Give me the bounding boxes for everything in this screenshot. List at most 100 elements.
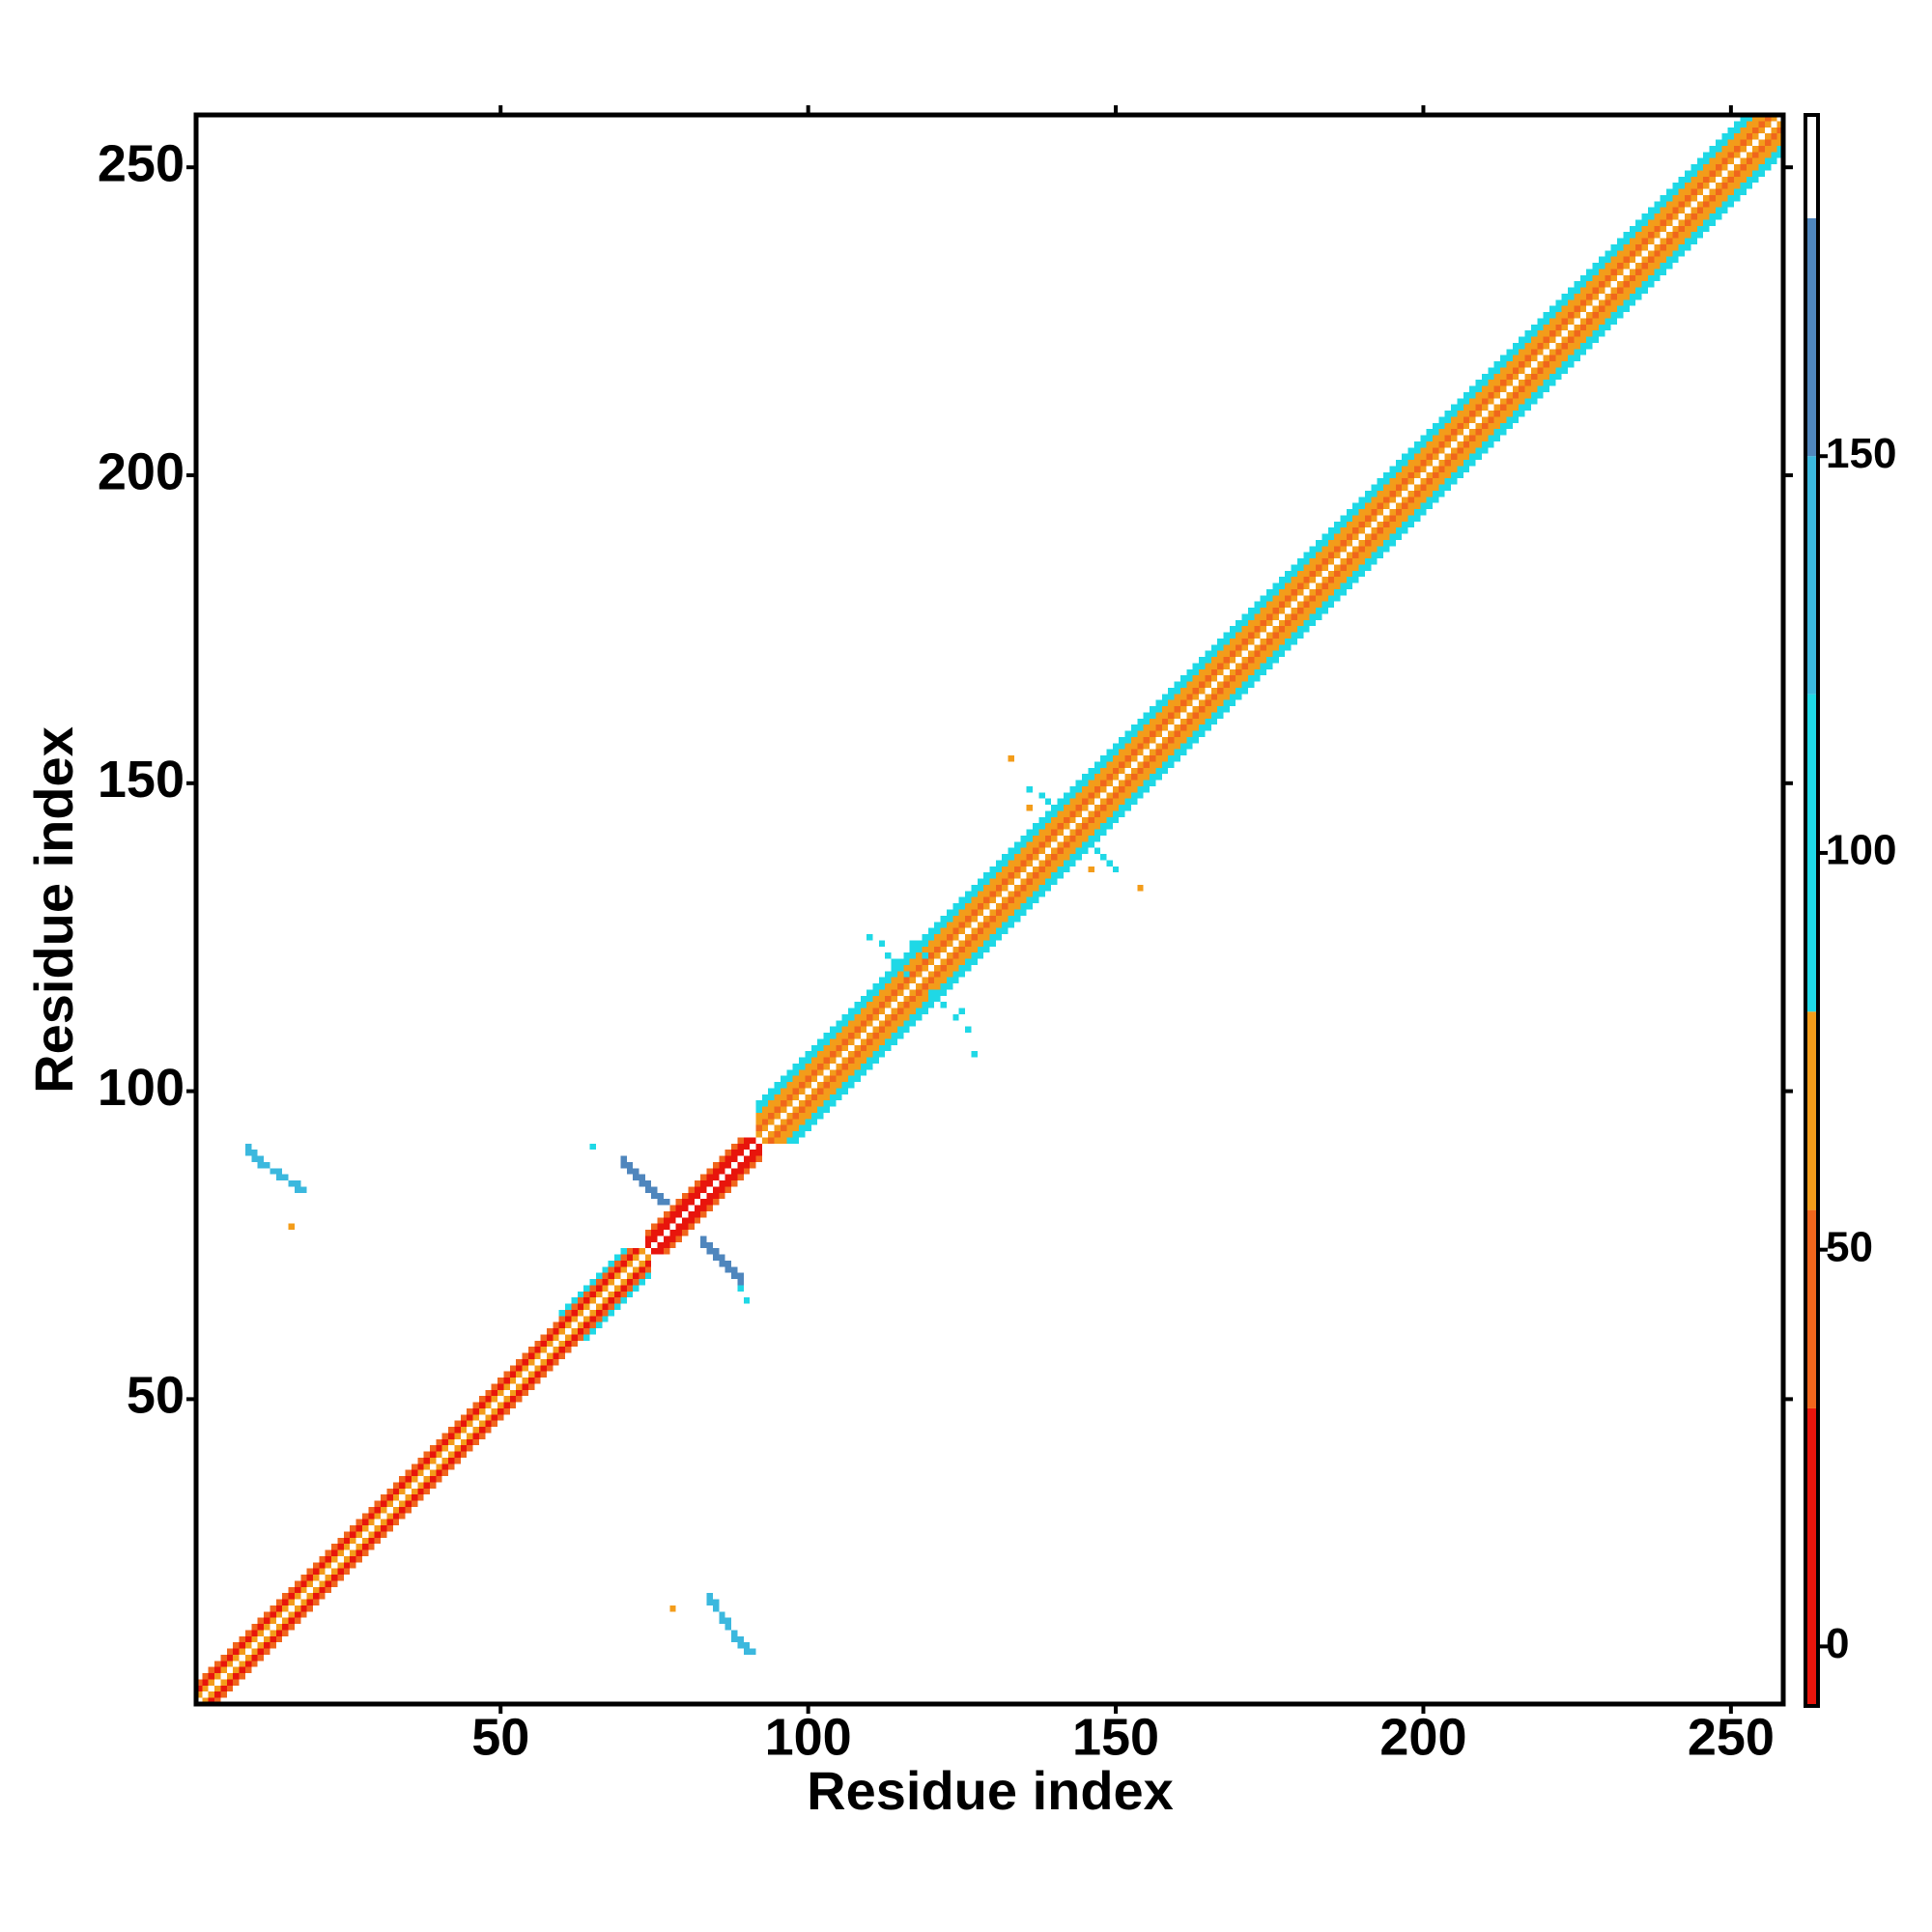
heatmap-cell <box>841 1069 849 1076</box>
heatmap-cell <box>755 1112 762 1120</box>
heatmap-cell <box>626 1248 634 1255</box>
heatmap-cell <box>1278 588 1286 596</box>
heatmap-cell <box>965 903 972 910</box>
heatmap-cell <box>1512 385 1520 392</box>
heatmap-cell <box>602 1303 609 1310</box>
heatmap-cell <box>805 1057 811 1064</box>
heatmap-cell <box>903 958 910 965</box>
heatmap-cell <box>1696 176 1704 184</box>
heatmap-cell <box>1734 127 1741 134</box>
heatmap-cell <box>1210 657 1218 664</box>
heatmap-cell <box>1174 687 1180 695</box>
heatmap-cell <box>1574 305 1580 313</box>
heatmap-cell <box>1291 595 1297 602</box>
heatmap-cell <box>392 1494 400 1501</box>
heatmap-cell <box>836 1026 842 1034</box>
heatmap-cell <box>1044 829 1052 836</box>
heatmap-cell <box>208 1691 215 1698</box>
heatmap-cell <box>1451 404 1458 412</box>
heatmap-cell <box>1481 398 1489 405</box>
heatmap-cell <box>965 940 972 947</box>
heatmap-cell <box>1758 139 1765 146</box>
heatmap-cell <box>743 1168 751 1175</box>
heatmap-cell <box>1038 792 1045 799</box>
heatmap-cell <box>1568 355 1575 362</box>
heatmap-cell <box>1130 724 1138 731</box>
heatmap-cell <box>1438 490 1445 497</box>
heatmap-cell <box>885 1026 892 1034</box>
heatmap-cell <box>1143 755 1151 762</box>
heatmap-cell <box>1463 422 1470 430</box>
heatmap-cell <box>761 1137 769 1144</box>
heatmap-cell <box>1291 613 1297 620</box>
heatmap-cell <box>202 1697 209 1704</box>
heatmap-cell <box>774 1131 781 1138</box>
heatmap-cell <box>1272 595 1279 602</box>
heatmap-cell <box>337 1575 344 1581</box>
heatmap-cell <box>558 1316 566 1322</box>
heatmap-cell <box>1186 681 1193 688</box>
heatmap-cell <box>1420 447 1427 454</box>
heatmap-cell <box>1721 152 1728 158</box>
heatmap-cell <box>1579 287 1587 294</box>
heatmap-cell <box>226 1679 234 1686</box>
heatmap-cell <box>1082 792 1089 799</box>
heatmap <box>196 115 1783 1704</box>
heatmap-cell <box>1463 416 1470 423</box>
heatmap-cell <box>1549 380 1556 386</box>
heatmap-cell <box>1500 398 1507 405</box>
heatmap-cell <box>1721 176 1728 184</box>
heatmap-cell <box>1758 145 1765 153</box>
heatmap-cell <box>355 1519 362 1526</box>
heatmap-cell <box>903 1013 910 1021</box>
heatmap-cell <box>1352 552 1359 559</box>
heatmap-cell <box>374 1537 382 1545</box>
heatmap-cell <box>1075 798 1083 806</box>
heatmap-cell <box>1063 854 1070 861</box>
heatmap-cell <box>1229 694 1236 700</box>
heatmap-cell <box>1647 232 1655 239</box>
heatmap-cell <box>1586 299 1593 306</box>
heatmap-cell <box>743 1297 751 1304</box>
heatmap-cell <box>792 1131 800 1138</box>
heatmap-cell <box>885 989 892 996</box>
heatmap-cell <box>288 1617 295 1625</box>
heatmap-cell <box>1444 429 1452 436</box>
heatmap-cell <box>878 1051 886 1058</box>
heatmap-cell <box>485 1389 492 1397</box>
heatmap-cell <box>1709 145 1716 153</box>
heatmap-cell <box>878 977 886 984</box>
heatmap-cell <box>946 909 953 916</box>
heatmap-cell <box>946 927 953 935</box>
heatmap-cell <box>1512 349 1520 355</box>
heatmap-cell <box>841 1063 849 1070</box>
heatmap-cell <box>1327 588 1335 596</box>
heatmap-cell <box>971 934 978 941</box>
heatmap-cell <box>694 1210 701 1218</box>
heatmap-cell <box>244 1661 252 1667</box>
heatmap-cell <box>620 1260 627 1267</box>
heatmap-cell <box>312 1593 320 1600</box>
heatmap-cell <box>1278 650 1286 658</box>
heatmap-cell <box>1605 318 1611 325</box>
heatmap-cell <box>867 1013 873 1021</box>
heatmap-cell <box>1690 183 1697 189</box>
heatmap-cell <box>1629 256 1636 264</box>
heatmap-cell <box>577 1297 584 1304</box>
heatmap-cell <box>780 1124 787 1132</box>
heatmap-cell <box>1506 380 1513 386</box>
heatmap-cell <box>971 927 978 935</box>
heatmap-cell <box>1488 373 1494 381</box>
heatmap-cell <box>1752 164 1759 171</box>
heatmap-cell <box>275 1624 283 1631</box>
heatmap-cell <box>1776 152 1783 158</box>
heatmap-cell <box>1377 502 1384 510</box>
heatmap-cell <box>1020 909 1027 916</box>
heatmap-cell <box>1685 201 1691 208</box>
heatmap-cell <box>1666 263 1673 270</box>
heatmap-cell <box>1377 552 1384 559</box>
heatmap-cell <box>995 909 1003 916</box>
heatmap-cell <box>608 1291 615 1298</box>
heatmap-cell <box>239 1635 245 1643</box>
